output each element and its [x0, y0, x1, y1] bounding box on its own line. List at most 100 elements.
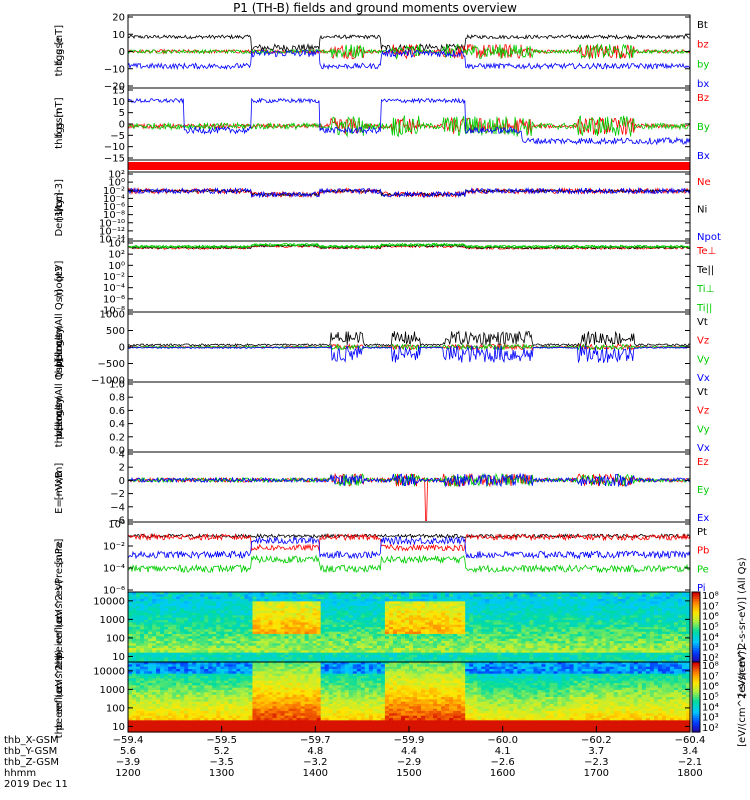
y-tick-label: −1000	[91, 376, 125, 387]
spectrogram-cell	[132, 692, 137, 696]
spectrogram-cell	[368, 627, 374, 630]
spectrogram-cell	[188, 699, 193, 703]
spectrogram-cell	[585, 613, 591, 616]
spectrogram-cell	[132, 706, 137, 710]
spectrogram-cell	[449, 629, 454, 633]
spectrogram-cell	[312, 641, 318, 644]
spectrogram-cell	[364, 596, 370, 600]
spectrogram-cell	[172, 592, 177, 595]
spectrogram-cell	[565, 627, 571, 630]
spectrogram-cell	[445, 650, 450, 654]
spectrogram-cell	[593, 596, 599, 600]
spectrogram-cell	[617, 650, 623, 654]
spectrogram-cell	[609, 592, 615, 595]
spectrogram-cell	[300, 627, 306, 630]
spectrogram-cell	[364, 603, 370, 607]
spectrogram-cell	[461, 624, 466, 628]
spectrogram-cell	[140, 594, 145, 598]
spectrogram-cell	[609, 648, 615, 651]
colorbar-cell	[692, 645, 700, 649]
spectrogram-cell	[264, 655, 270, 658]
y-axis-label-line: velocity	[54, 327, 65, 366]
spectrogram-cell	[192, 650, 197, 654]
spectrogram-cell	[148, 648, 153, 651]
spectrogram-cell	[441, 603, 446, 607]
spectrogram-cell	[284, 606, 290, 609]
spectrogram-cell	[613, 594, 619, 598]
spectrogram-cell	[156, 629, 161, 633]
spectrogram-cell	[481, 592, 486, 595]
spectrogram-cell	[264, 638, 270, 642]
spectrogram-cell	[505, 603, 510, 607]
spectrogram-cell	[144, 720, 149, 724]
spectrogram-cell	[156, 697, 161, 700]
spectrogram-cell	[176, 699, 181, 703]
spectrogram-cell	[200, 638, 205, 642]
spectrogram-cell	[653, 634, 659, 637]
spectrogram-cell	[457, 631, 462, 635]
spectrogram-cell	[457, 652, 462, 656]
spectrogram-cell	[501, 643, 506, 647]
spectrogram-cell	[553, 641, 559, 644]
spectrogram-cell	[553, 608, 559, 612]
spectrogram-cell	[569, 643, 575, 647]
spectrogram-cell	[581, 652, 587, 656]
spectrogram-cell	[489, 634, 494, 637]
spectrogram-cell	[409, 638, 414, 642]
spectrogram-cell	[156, 606, 161, 609]
spectrogram-cell	[625, 655, 631, 658]
spectrogram-cell	[445, 603, 450, 607]
spectrogram-cell	[396, 620, 402, 623]
spectrogram-cell	[340, 592, 346, 595]
spectrogram-cell	[148, 664, 153, 668]
spectrogram-cell	[380, 655, 386, 658]
spectrogram-cell	[589, 594, 595, 598]
spectrogram-cell	[252, 641, 258, 644]
spectrogram-cell	[364, 594, 370, 598]
spectrogram-cell	[685, 641, 691, 644]
spectrogram-cell	[324, 636, 330, 640]
spectrogram-cell	[433, 643, 438, 647]
spectrogram-cell	[132, 620, 137, 623]
spectrogram-cell	[172, 622, 177, 626]
spectrogram-cell	[497, 599, 502, 602]
spectrogram-cell	[669, 615, 675, 619]
spectrogram-cell	[128, 678, 133, 682]
spectrogram-cell	[148, 594, 153, 598]
spectrogram-cell	[505, 610, 510, 614]
spectrogram-cell	[477, 620, 482, 623]
spectrogram-cell	[236, 617, 241, 621]
spectrogram-cell	[220, 601, 225, 605]
spectrogram-cell	[421, 606, 426, 609]
spectrogram-cell	[280, 636, 286, 640]
spectrogram-cell	[376, 596, 382, 600]
spectrogram-cell	[513, 648, 518, 651]
spectrogram-cell	[132, 685, 137, 689]
spectrogram-cell	[469, 624, 474, 628]
spectrogram-cell	[180, 610, 185, 614]
spectrogram-cell	[461, 645, 466, 649]
spectrogram-cell	[176, 594, 181, 598]
spectrogram-cell	[437, 615, 442, 619]
spectrogram-cell	[152, 652, 157, 656]
spectrogram-cell	[172, 701, 177, 705]
spectrogram-cell	[324, 615, 330, 619]
spectrogram-cell	[380, 617, 386, 621]
spectrogram-cell	[561, 620, 567, 623]
spectrogram-cell	[661, 596, 667, 600]
spectrogram-cell	[172, 655, 177, 658]
spectrogram-cell	[296, 617, 302, 621]
spectrogram-cell	[565, 608, 571, 612]
spectrogram-cell	[641, 620, 647, 623]
spectrogram-cell	[372, 627, 378, 630]
spectrogram-cell	[160, 690, 165, 693]
spectrogram-cell	[156, 624, 161, 628]
spectrogram-cell	[132, 601, 137, 605]
spectrogram-cell	[521, 624, 527, 628]
spectrogram-cell	[521, 634, 527, 637]
spectrogram-cell	[256, 613, 262, 616]
spectrogram-cell	[168, 652, 173, 656]
spectrogram-cell	[577, 599, 583, 602]
spectrogram-cell	[180, 606, 185, 609]
spectrogram-cell	[545, 615, 551, 619]
